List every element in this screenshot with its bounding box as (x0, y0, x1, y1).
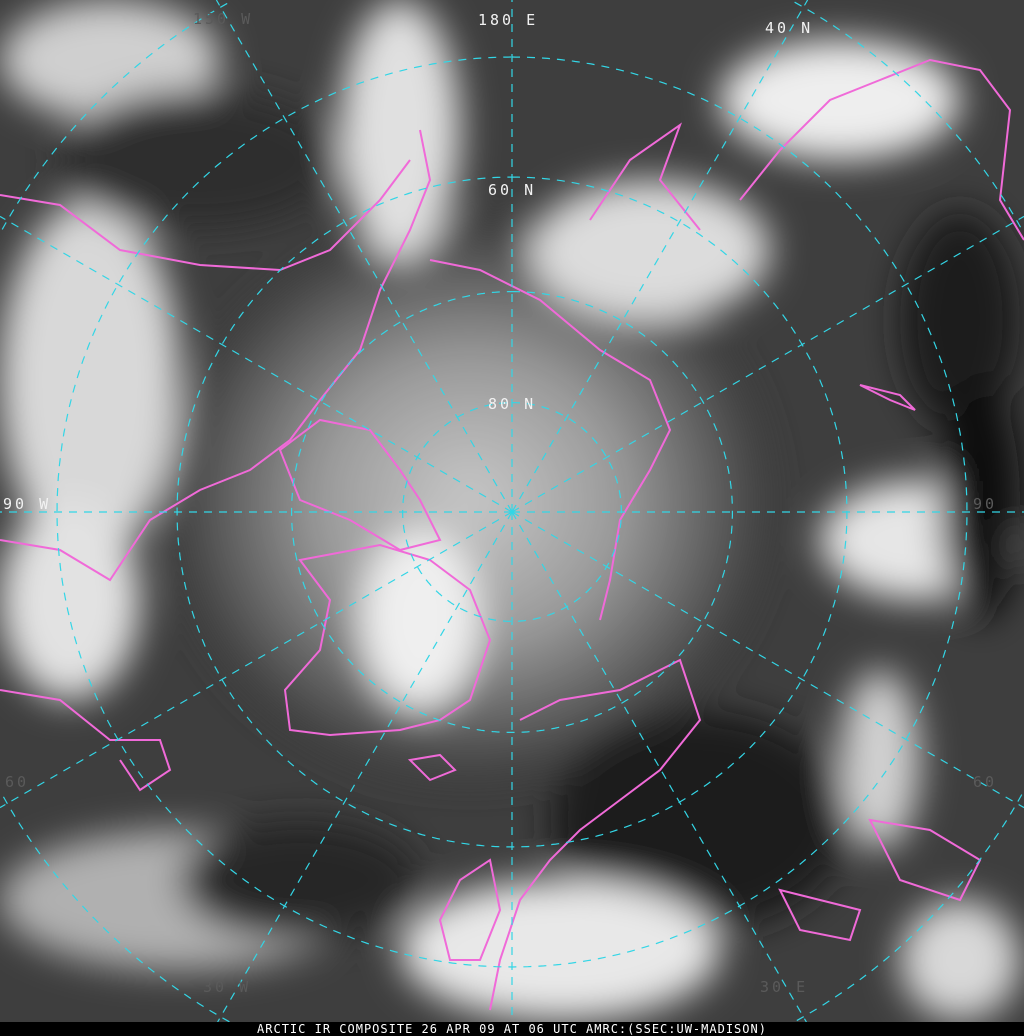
label-40n: 40 N (765, 19, 814, 37)
label-60n: 60 N (488, 181, 537, 199)
label-30w: 30 W (203, 978, 252, 996)
coast-lake (859, 384, 916, 411)
coast-uk (438, 858, 502, 961)
latitude-circle-40 (1, 794, 230, 1022)
coast-iceland (407, 753, 457, 782)
coast-alaska (0, 159, 411, 272)
latitude-circle-70 (291, 291, 734, 734)
label-150w: 150 W (193, 10, 254, 28)
label-80n: 80 N (488, 395, 537, 413)
coast-labrador (0, 689, 172, 792)
coast-north-america (0, 129, 432, 582)
label-90w: 90 W (3, 495, 52, 513)
latitude-circle-40 (794, 1, 1023, 230)
coast-scandinavia (489, 658, 702, 1011)
coast-chukotka (589, 122, 701, 231)
coast-black-sea (778, 888, 862, 942)
label-60-right: 60 (973, 773, 998, 791)
coast-caspian (868, 818, 982, 902)
latitude-circle-40 (1, 1, 230, 230)
label-60-left: 60 (5, 773, 30, 791)
coast-russia-east (739, 58, 1024, 241)
latitude-circle-40 (794, 794, 1023, 1022)
label-180e: 180 E (478, 11, 539, 29)
coast-canada-islands (278, 418, 442, 552)
label-30e: 30 E (760, 978, 809, 996)
image-caption: ARCTIC IR COMPOSITE 26 APR 09 AT 06 UTC … (0, 1022, 1024, 1036)
label-90e: 90 (973, 495, 998, 513)
coast-greenland (283, 543, 492, 737)
